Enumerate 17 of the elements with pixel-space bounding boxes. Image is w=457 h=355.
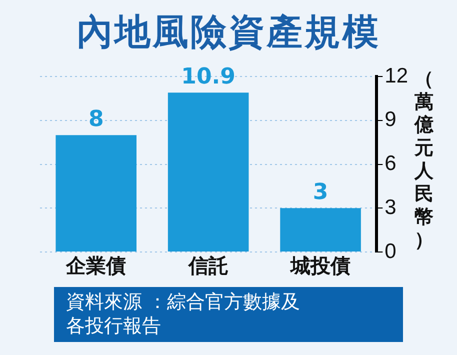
x-tick-label: 企業債 — [65, 256, 126, 278]
bar — [56, 135, 137, 252]
y-axis-title: （萬億元人民幣） — [413, 68, 434, 252]
x-tick-label: 城投債 — [290, 256, 351, 278]
y-tick-label: 12 — [384, 64, 408, 88]
data-label: 10.9 — [181, 64, 236, 90]
y-tick-label: 6 — [384, 152, 396, 176]
bar — [168, 92, 249, 252]
data-label: 8 — [88, 106, 104, 132]
source-note: 資料來源 ：綜合官方數據及各投行報告 — [66, 290, 302, 338]
chart-title: 內地風險資產規模 — [76, 11, 382, 55]
x-tick-label: 信託 — [187, 254, 228, 278]
data-label: 3 — [312, 180, 328, 205]
y-tick-label: 3 — [384, 196, 396, 219]
y-tick-label: 9 — [384, 108, 396, 132]
bar — [280, 208, 361, 252]
y-tick-label: 0 — [384, 240, 396, 263]
